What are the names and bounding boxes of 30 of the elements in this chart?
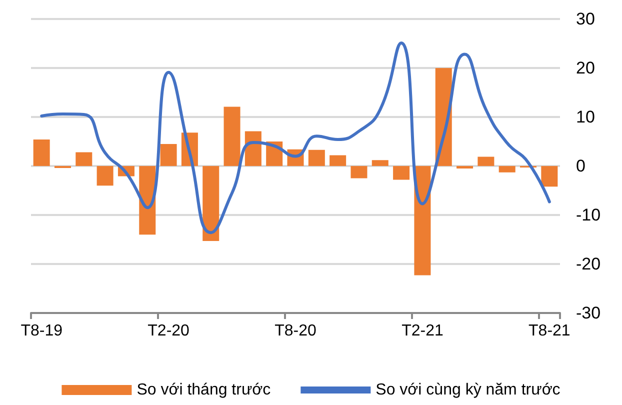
bar (330, 155, 346, 166)
x-tick-label: T8-21 (528, 322, 570, 340)
y-tick-label: 20 (576, 58, 595, 78)
y-tick-label: 0 (576, 156, 586, 176)
bar (76, 152, 92, 166)
bar (96, 166, 114, 186)
bar (414, 166, 431, 276)
bar (478, 156, 494, 166)
bar (33, 140, 50, 166)
bar (202, 166, 220, 241)
y-tick-label: -10 (576, 206, 601, 224)
bar (498, 166, 516, 172)
bar (350, 166, 368, 178)
x-tick-label: T8-20 (274, 322, 316, 340)
x-tick-label: T2-21 (402, 322, 444, 340)
y-tick-label: -30 (576, 304, 601, 322)
bar (393, 166, 410, 180)
bar (224, 106, 240, 166)
y-tick-label: 30 (576, 10, 595, 28)
x-tick-label: T2-20 (148, 322, 190, 340)
y-tick-label: -20 (576, 254, 601, 274)
bar (541, 166, 558, 187)
legend-label: So với cùng kỳ năm trước (376, 382, 560, 398)
bar (372, 160, 388, 166)
line-series (40, 42, 551, 234)
legend-label: So với tháng trước (136, 382, 271, 398)
bar (308, 150, 325, 166)
x-tick-label: T8-19 (20, 322, 63, 340)
y-tick-label: 10 (576, 108, 595, 126)
bar (160, 144, 177, 166)
